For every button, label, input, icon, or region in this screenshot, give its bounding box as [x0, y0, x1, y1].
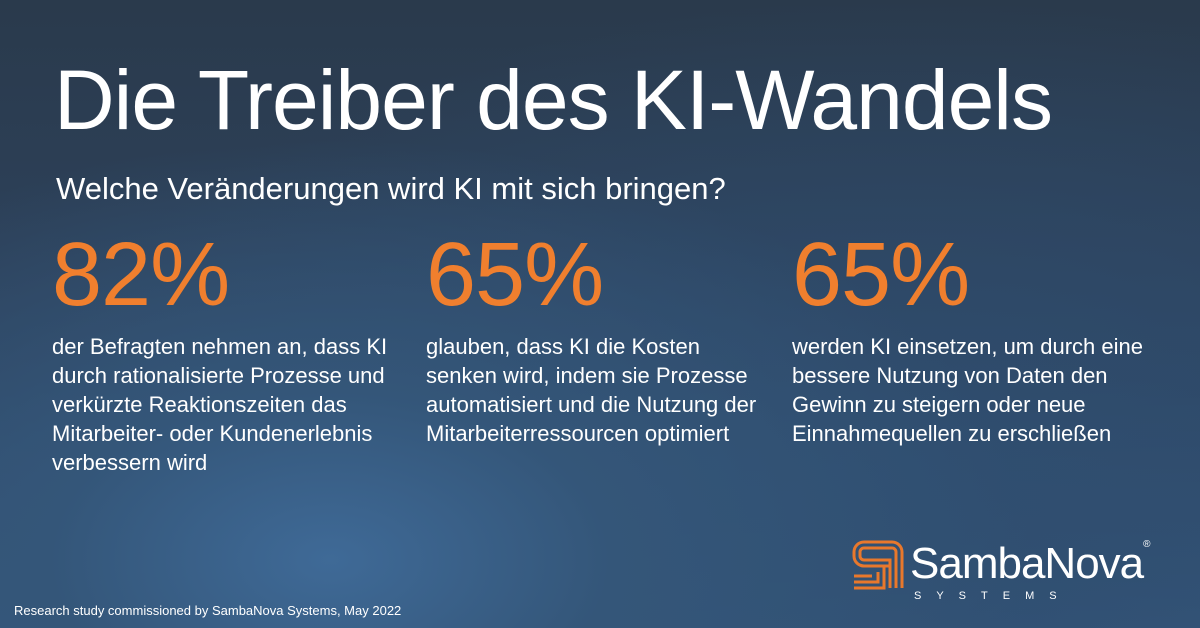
- stat-value: 65%: [426, 225, 604, 325]
- sambanova-logo-icon: [852, 540, 904, 590]
- page-title: Die Treiber des KI-Wandels: [54, 53, 1053, 147]
- stat-value: 82%: [52, 225, 230, 325]
- stat-description: glauben, dass KI die Kosten senken wird,…: [426, 334, 757, 446]
- stat-2: 65% glauben, dass KI die Kosten senken w…: [426, 230, 776, 448]
- stat-1: 82% der Befragten nehmen an, dass KI dur…: [52, 230, 418, 477]
- stat-value: 65%: [792, 225, 970, 325]
- footer-source: Research study commissioned by SambaNova…: [14, 603, 402, 618]
- stat-description: der Befragten nehmen an, dass KI durch r…: [52, 334, 388, 475]
- stat-3: 65% werden KI einsetzen, um durch eine b…: [792, 230, 1162, 448]
- logo-tagline: SYSTEMS: [914, 590, 1072, 602]
- subtitle: Welche Veränderungen wird KI mit sich br…: [56, 171, 726, 206]
- sambanova-logo: SambaNova® SYSTEMS: [852, 539, 1151, 603]
- stat-description: werden KI einsetzen, um durch eine besse…: [792, 334, 1143, 446]
- registered-mark: ®: [1143, 539, 1150, 550]
- logo-name: SambaNova: [910, 539, 1144, 588]
